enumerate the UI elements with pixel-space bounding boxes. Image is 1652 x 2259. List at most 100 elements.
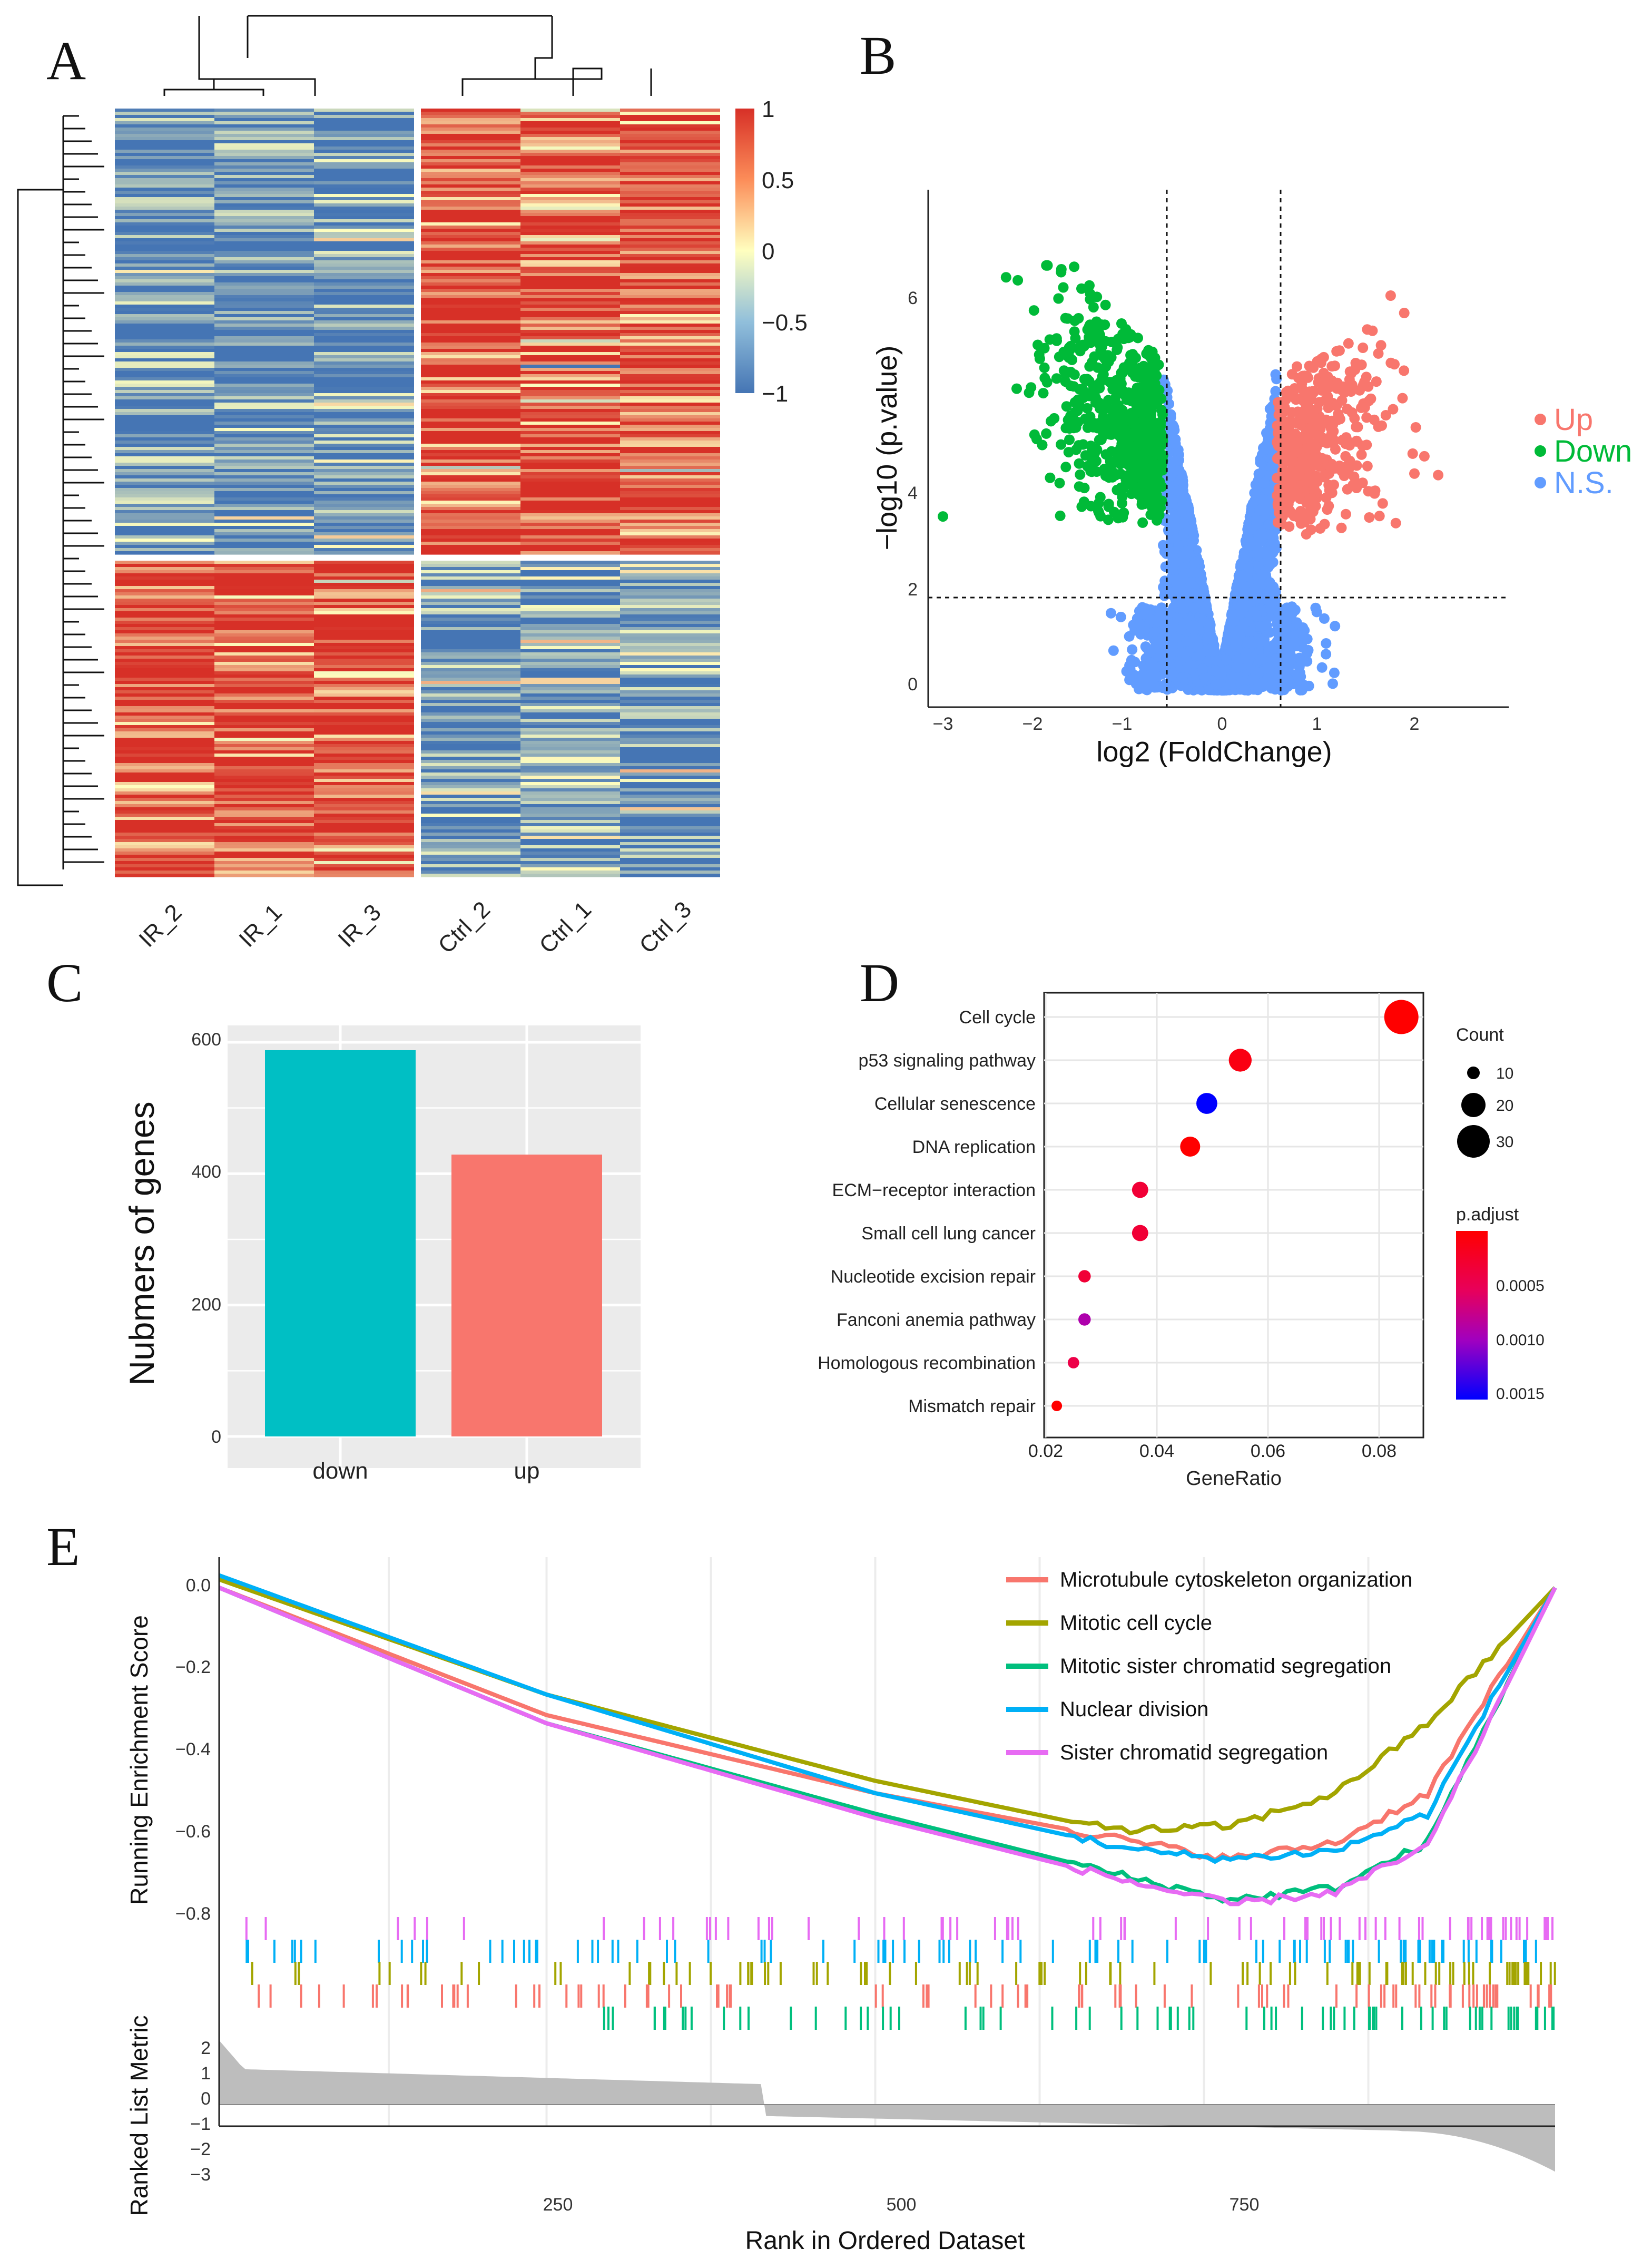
heatmap-cell [520, 614, 621, 618]
heatmap-cell [115, 738, 215, 741]
heatmap-cell [421, 542, 521, 545]
heatmap-cell [115, 535, 215, 539]
heatmap-cell [115, 681, 215, 684]
heatmap-cell [620, 128, 720, 131]
heatmap-cell [421, 118, 521, 122]
heatmap-cell [115, 336, 215, 340]
heatmap-cell [421, 833, 521, 836]
heatmap-cell [620, 257, 720, 261]
heatmap-cell [214, 826, 314, 830]
heatmap-cell [421, 681, 521, 684]
heatmap-cell [421, 349, 521, 353]
heatmap-cell [421, 298, 521, 302]
heatmap-cell [620, 245, 720, 248]
heatmap-cell [314, 115, 414, 119]
heatmap-cell [214, 573, 314, 577]
heatmap-cell [421, 324, 521, 327]
heatmap-cell [520, 390, 621, 394]
heatmap-cell [620, 434, 720, 438]
heatmap-cell [421, 361, 521, 365]
heatmap-cell [214, 178, 314, 182]
heatmap-cell [214, 324, 314, 327]
heatmap-cell [620, 453, 720, 457]
heatmap-cell [214, 150, 314, 153]
heatmap-cell [314, 165, 414, 169]
heatmap-cell [314, 298, 414, 302]
heatmap-cell [115, 766, 215, 770]
heatmap-cell [314, 317, 414, 321]
heatmap-cell [421, 630, 521, 634]
heatmap-cell [314, 358, 414, 362]
heatmap-cell [520, 463, 621, 466]
heatmap-cell [314, 820, 414, 824]
heatmap-cell [214, 735, 314, 738]
heatmap-cell [115, 712, 215, 716]
heatmap-cell [421, 842, 521, 846]
heatmap-cell [620, 735, 720, 738]
heatmap-cell [520, 156, 621, 160]
heatmap-cell [421, 624, 521, 628]
row-dendrogram [17, 115, 104, 886]
heatmap-cell [421, 867, 521, 871]
volcano-point-ns [1165, 574, 1176, 585]
heatmap-cell [214, 605, 314, 609]
heatmap-cell [421, 371, 521, 375]
heatmap-cell [620, 504, 720, 507]
heatmap-cell [620, 393, 720, 397]
heatmap-cell [214, 207, 314, 210]
heatmap-cell [214, 128, 314, 131]
heatmap-cell [115, 143, 215, 147]
heatmap-cell [314, 551, 414, 555]
heatmap-cell [314, 365, 414, 368]
heatmap-cell [421, 836, 521, 839]
heatmap-cell [214, 627, 314, 631]
heatmap-cell [115, 561, 215, 564]
heatmap-cell [421, 200, 521, 204]
heatmap-cell [214, 618, 314, 621]
heatmap-cell [115, 270, 215, 273]
heatmap-cell [520, 839, 621, 843]
heatmap-cell [421, 109, 521, 112]
heatmap-cell [115, 415, 215, 419]
volcano-plot-area [928, 190, 1509, 707]
heatmap-cell [520, 810, 621, 814]
heatmap-cell [421, 643, 521, 647]
heatmap-cell [115, 115, 215, 119]
heatmap-cell [620, 776, 720, 779]
heatmap-cell [520, 238, 621, 242]
heatmap-cell [620, 140, 720, 144]
heatmap-cell [115, 757, 215, 760]
heatmap-cell [421, 690, 521, 694]
heatmap-cell [520, 143, 621, 147]
heatmap-cell [115, 640, 215, 643]
heatmap-cell [520, 352, 621, 356]
volcano-point-ns [1296, 684, 1307, 696]
heatmap-cell [520, 169, 621, 172]
heatmap-cell [520, 270, 621, 273]
heatmap-cell [214, 153, 314, 157]
heatmap-cell [421, 586, 521, 590]
heatmap-cell [115, 188, 215, 191]
heatmap-cell [115, 589, 215, 593]
heatmap-cell [314, 627, 414, 631]
heatmap-cell [520, 627, 621, 631]
heatmap-cell [214, 772, 314, 776]
heatmap-cell [214, 406, 314, 409]
heatmap-cell [214, 867, 314, 871]
heatmap-cell [520, 662, 621, 666]
heatmap-cell [620, 659, 720, 662]
heatmap-cell [115, 772, 215, 776]
heatmap-cell [620, 425, 720, 428]
heatmap-cell [421, 425, 521, 428]
heatmap-cell [421, 621, 521, 624]
heatmap-cell [520, 343, 621, 346]
heatmap-cell [421, 317, 521, 321]
heatmap-cell [314, 276, 414, 280]
heatmap-cell [115, 368, 215, 371]
heatmap-cell [421, 801, 521, 805]
heatmap-cell [421, 750, 521, 754]
heatmap-cell [314, 523, 414, 526]
heatmap-cell [620, 232, 720, 236]
heatmap-cell [115, 539, 215, 542]
heatmap-cell [214, 725, 314, 729]
